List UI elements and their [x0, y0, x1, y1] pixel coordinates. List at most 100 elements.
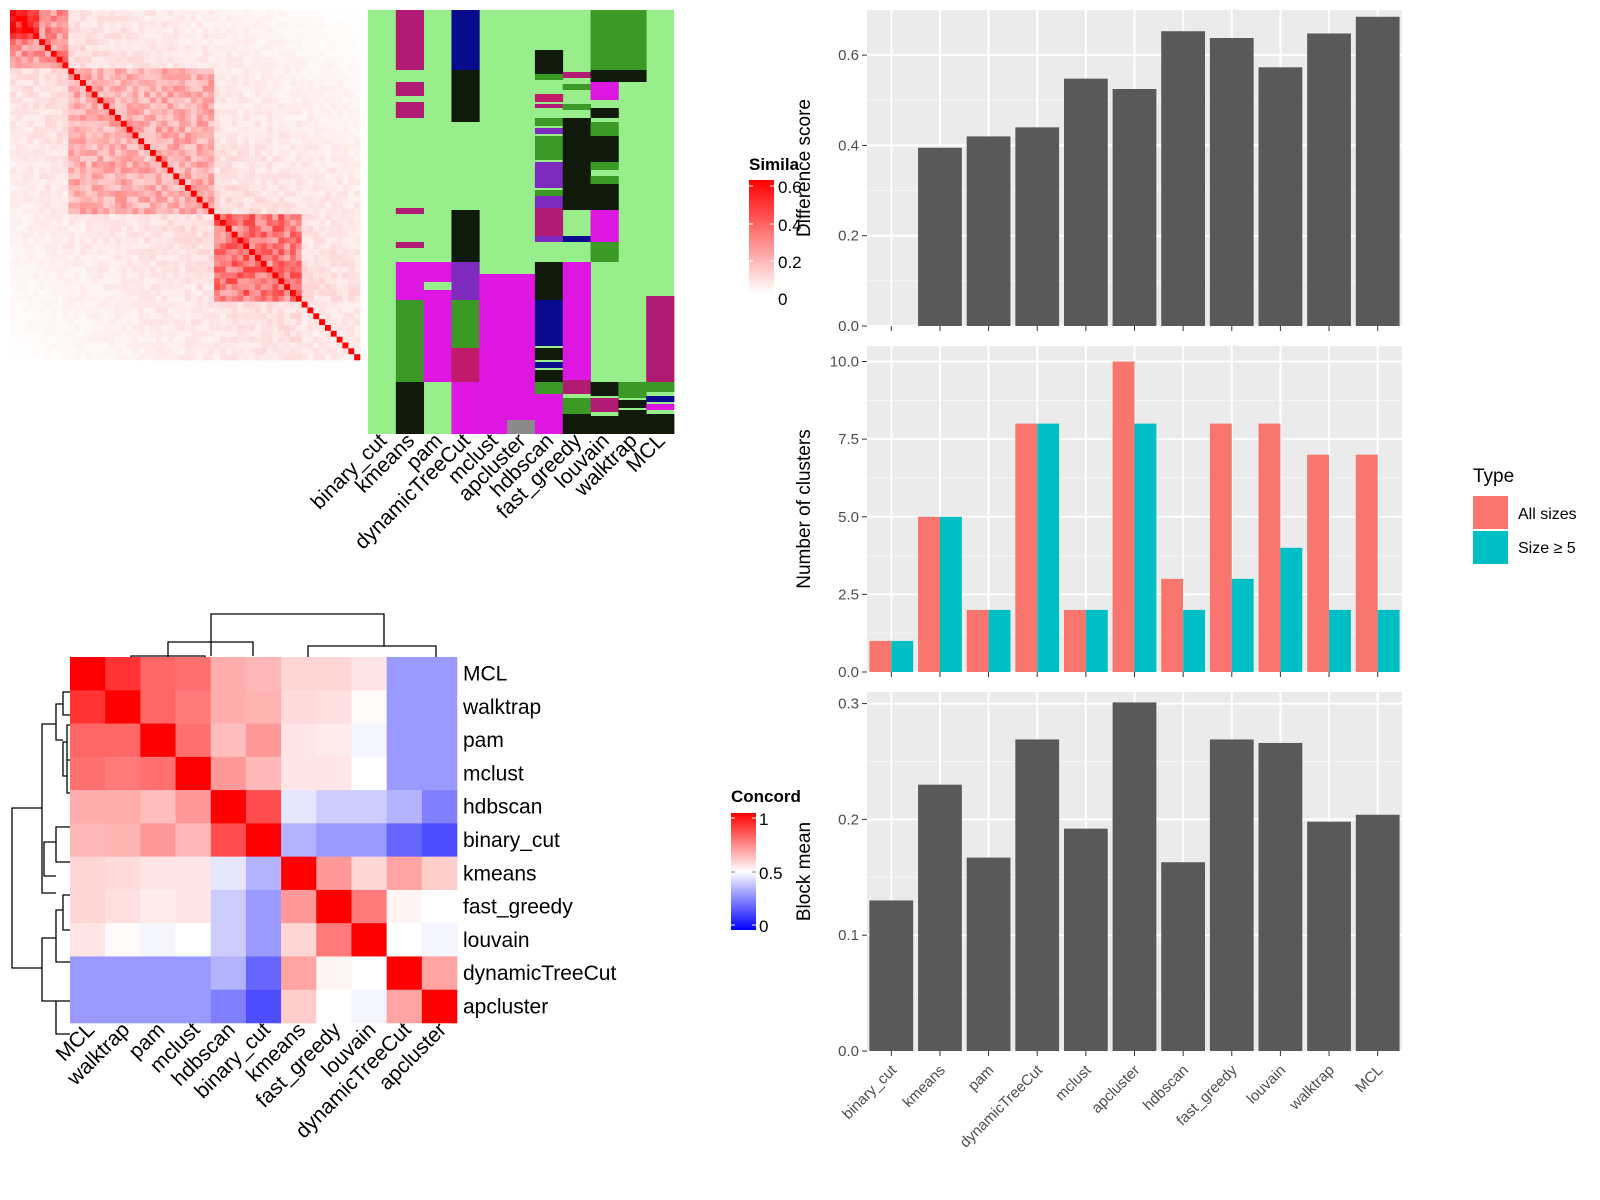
heatmap-cell: [68, 103, 75, 110]
heatmap-cell: [27, 80, 34, 87]
heatmap-cell: [120, 202, 127, 209]
heatmap-cell: [225, 15, 232, 22]
heatmap-cell: [284, 56, 291, 63]
concordance-cell: [351, 723, 387, 758]
heatmap-cell: [85, 161, 92, 168]
heatmap-cell: [185, 10, 192, 17]
heatmap-cell: [214, 33, 221, 40]
heatmap-cell: [56, 290, 63, 297]
heatmap-cell: [155, 150, 162, 157]
heatmap-cell: [260, 354, 267, 361]
heatmap-cell: [120, 272, 127, 279]
heatmap-cell: [173, 214, 180, 221]
heatmap-cell: [115, 342, 122, 349]
heatmap-cell: [132, 161, 139, 168]
heatmap-cell: [284, 150, 291, 157]
heatmap-cell: [97, 97, 104, 104]
heatmap-cell: [307, 295, 314, 302]
heatmap-cell: [85, 155, 92, 162]
heatmap-cell: [319, 150, 326, 157]
heatmap-cell: [202, 115, 209, 122]
heatmap-cell: [348, 27, 355, 34]
heatmap-cell: [144, 284, 151, 291]
heatmap-cell: [50, 132, 57, 139]
heatmap-cell: [354, 319, 361, 326]
heatmap-cell: [85, 132, 92, 139]
heatmap-cell: [249, 336, 256, 343]
heatmap-cell: [202, 284, 209, 291]
heatmap-cell: [132, 74, 139, 81]
heatmap-cell: [62, 115, 69, 122]
heatmap-cell: [313, 325, 320, 332]
heatmap-cell: [237, 190, 244, 197]
heatmap-cell: [68, 196, 75, 203]
heatmap-cell: [155, 231, 162, 238]
heatmap-cell: [301, 74, 308, 81]
heatmap-cell: [225, 179, 232, 186]
heatmap-cell: [307, 179, 314, 186]
heatmap-cell: [91, 80, 98, 87]
heatmap-cell: [307, 161, 314, 168]
heatmap-cell: [155, 284, 162, 291]
heatmap-cell: [295, 231, 302, 238]
heatmap-cell: [260, 225, 267, 232]
heatmap-cell: [103, 15, 110, 22]
heatmap-cell: [260, 138, 267, 145]
heatmap-cell: [284, 15, 291, 22]
heatmap-cell: [10, 138, 17, 145]
heatmap-cell: [39, 260, 46, 267]
type-legend-label-size-ge-5: Size ≥ 5: [1518, 540, 1576, 557]
heatmap-cell: [50, 39, 57, 46]
heatmap-cell: [45, 319, 52, 326]
heatmap-cell: [313, 330, 320, 337]
heatmap-cell: [33, 33, 40, 40]
heatmap-cell: [138, 27, 145, 34]
heatmap-cell: [85, 342, 92, 349]
heatmap-cell: [255, 68, 262, 75]
heatmap-cell: [190, 45, 197, 52]
heatmap-cell: [103, 115, 110, 122]
heatmap-cell: [10, 313, 17, 320]
heatmap-cell: [103, 10, 110, 17]
heatmap-cell: [74, 255, 81, 262]
heatmap-cell: [185, 266, 192, 273]
heatmap-cell: [237, 237, 244, 244]
heatmap-cell: [91, 27, 98, 34]
heatmap-cell: [74, 15, 81, 22]
heatmap-cell: [10, 260, 17, 267]
heatmap-cell: [33, 155, 40, 162]
heatmap-cell: [33, 202, 40, 209]
heatmap-cell: [179, 109, 186, 116]
heatmap-cell: [295, 56, 302, 63]
heatmap-cell: [39, 126, 46, 133]
heatmap-cell: [202, 56, 209, 63]
heatmap-cell: [74, 132, 81, 139]
heatmap-cell: [196, 196, 203, 203]
heatmap-cell: [196, 68, 203, 75]
heatmap-cell: [284, 348, 291, 355]
heatmap-cell: [313, 185, 320, 192]
heatmap-cell: [167, 348, 174, 355]
heatmap-cell: [243, 196, 250, 203]
heatmap-cell: [161, 85, 168, 92]
heatmap-cell: [278, 295, 285, 302]
heatmap-cell: [103, 97, 110, 104]
heatmap-cell: [354, 243, 361, 250]
heatmap-cell: [202, 354, 209, 361]
heatmap-cell: [27, 167, 34, 174]
heatmap-cell: [132, 319, 139, 326]
heatmap-cell: [74, 266, 81, 273]
heatmap-cell: [109, 243, 116, 250]
heatmap-cell: [27, 319, 34, 326]
heatmap-cell: [39, 313, 46, 320]
heatmap-cell: [295, 348, 302, 355]
heatmap-cell: [56, 103, 63, 110]
heatmap-cell: [80, 208, 87, 215]
heatmap-cell: [237, 196, 244, 203]
heatmap-cell: [115, 167, 122, 174]
heatmap-cell: [249, 214, 256, 221]
concordance-cell: [140, 690, 176, 724]
heatmap-cell: [97, 202, 104, 209]
heatmap-cell: [325, 243, 332, 250]
heatmap-cell: [290, 33, 297, 40]
